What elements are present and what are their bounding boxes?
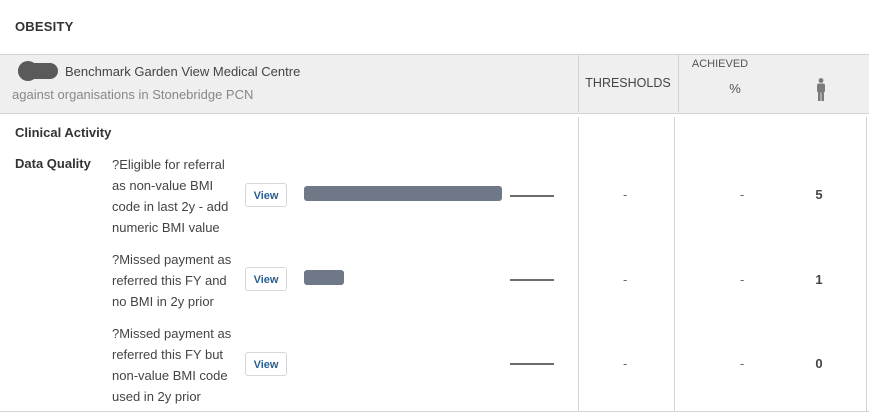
row-description: ?Missed payment as referred this FY but … (112, 326, 232, 404)
row-description: ?Eligible for referral as non-value BMI … (112, 157, 229, 235)
toggle-knob (18, 61, 38, 81)
table-header (0, 54, 869, 114)
percent-header: % (729, 81, 741, 96)
organisation-name: Benchmark Garden View Medical Centre (65, 64, 301, 79)
patient-count: 5 (815, 187, 823, 202)
view-button[interactable]: View (245, 183, 287, 207)
table-bottom-border (0, 411, 869, 412)
threshold-line (510, 279, 554, 281)
comparison-label: against organisations in Stonebridge PCN (12, 87, 254, 102)
section-title: Clinical Activity (15, 125, 112, 140)
group-label: Data Quality (15, 156, 91, 171)
achieved-header: ACHIEVED (691, 58, 749, 70)
count-bar (304, 270, 344, 285)
person-icon (817, 78, 825, 101)
header-divider (678, 54, 679, 112)
achieved-percent: - (740, 356, 745, 371)
threshold-value: - (623, 356, 628, 371)
column-divider (578, 117, 579, 411)
view-button[interactable]: View (245, 352, 287, 376)
patient-count: 1 (815, 272, 823, 287)
header-divider (578, 54, 579, 112)
patient-count: 0 (815, 356, 823, 371)
column-divider (866, 117, 867, 411)
threshold-value: - (623, 187, 628, 202)
threshold-value: - (623, 272, 628, 287)
row-description: ?Missed payment as referred this FY and … (112, 252, 232, 309)
threshold-line (510, 195, 554, 197)
benchmark-toggle[interactable] (18, 61, 58, 81)
view-button[interactable]: View (245, 267, 287, 291)
thresholds-header: THRESHOLDS (585, 76, 671, 90)
achieved-percent: - (740, 272, 745, 287)
page-title: OBESITY (15, 19, 74, 34)
count-bar (304, 186, 502, 201)
threshold-line (510, 363, 554, 365)
achieved-percent: - (740, 187, 745, 202)
column-divider (674, 117, 675, 411)
